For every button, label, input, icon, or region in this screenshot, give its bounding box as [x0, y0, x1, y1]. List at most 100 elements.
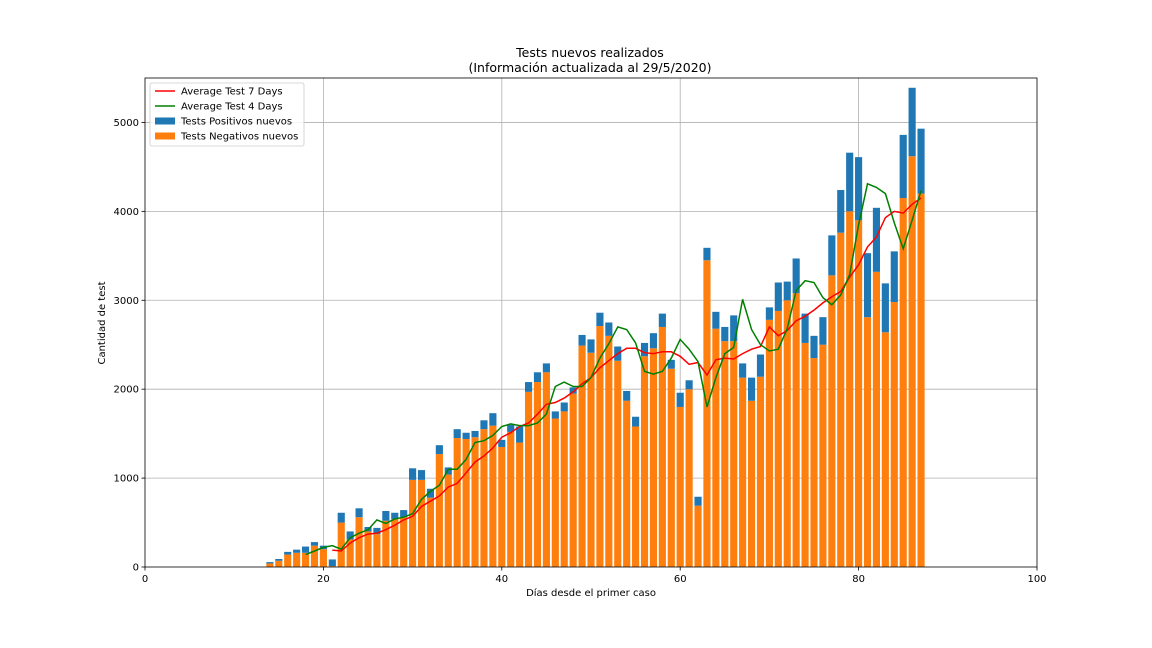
bar-negativos [658, 326, 666, 567]
bar-positivos [712, 311, 720, 329]
bar-positivos [471, 430, 479, 438]
bar-negativos [730, 341, 738, 567]
y-axis-label: Cantidad de test [97, 281, 108, 364]
y-tick-label: 3000 [114, 296, 139, 307]
bar-negativos [694, 505, 702, 567]
x-axis-label: Días desde el primer caso [526, 587, 656, 599]
y-tick-label: 2000 [114, 385, 139, 396]
bar-positivos [346, 531, 354, 540]
bar-positivos [694, 496, 702, 506]
bar-positivos [801, 313, 809, 343]
legend-box [149, 82, 305, 147]
bar-negativos [747, 400, 756, 567]
chart-subtitle: (Información actualizada al 29/5/2020) [468, 60, 711, 75]
bar-negativos [837, 232, 845, 567]
bar-negativos [703, 260, 711, 567]
bar-negativos [301, 552, 310, 567]
bar-positivos [444, 467, 452, 475]
bar-positivos [587, 339, 595, 353]
bar-positivos [855, 157, 863, 221]
bar-negativos [542, 372, 550, 567]
bar-positivos [551, 411, 559, 419]
bar-negativos [569, 393, 577, 567]
line-avg4 [305, 182, 922, 556]
x-tick-label: 60 [674, 574, 687, 585]
bar-positivos [730, 315, 738, 342]
bar-negativos [391, 518, 399, 567]
bar-negativos [382, 520, 390, 567]
bar-positivos [391, 512, 399, 519]
bar-negativos [551, 418, 559, 567]
bar-positivos [293, 549, 301, 553]
bars [266, 87, 925, 568]
bar-positivos [382, 510, 390, 521]
bar-negativos [890, 302, 898, 567]
bar-positivos [569, 387, 577, 394]
legend-swatch-positivos [155, 117, 175, 125]
bar-negativos [266, 563, 274, 567]
bar-negativos [516, 442, 524, 567]
bar-positivos [426, 488, 435, 498]
bar-negativos [605, 335, 613, 567]
bar-positivos [301, 546, 310, 553]
bar-negativos [400, 517, 408, 567]
bar-negativos [765, 319, 773, 567]
bar-positivos [632, 416, 640, 427]
bar-negativos [667, 368, 675, 567]
bar-negativos [801, 342, 809, 567]
bar-positivos [516, 426, 524, 443]
bar-positivos [685, 380, 693, 390]
x-tick-label: 80 [852, 574, 865, 585]
bar-positivos [890, 251, 898, 303]
chart-title: Tests nuevos realizados [515, 45, 664, 60]
bar-negativos [846, 211, 854, 567]
bar-negativos [596, 326, 604, 567]
bar-positivos [266, 562, 274, 564]
bar-negativos [533, 382, 542, 567]
legend: Average Test 7 Days Average Test 4 Days Te… [149, 82, 305, 147]
bar-negativos [480, 429, 488, 567]
bar-positivos [480, 420, 488, 430]
x-tick-label: 40 [495, 574, 508, 585]
bar-positivos [533, 372, 542, 383]
bar-positivos [435, 445, 443, 455]
bar-negativos [284, 554, 292, 567]
bar-negativos [293, 552, 301, 567]
bar-negativos [756, 376, 765, 567]
bar-positivos [658, 313, 666, 327]
bar-positivos [846, 152, 854, 212]
bar-positivos [507, 424, 515, 432]
bar-negativos [739, 377, 747, 567]
bar-positivos [524, 382, 533, 392]
bar-negativos [426, 497, 435, 567]
x-tick-label: 100 [1027, 574, 1046, 585]
bar-positivos [417, 470, 426, 480]
bar-negativos [908, 156, 916, 568]
legend-label-positivos: Tests Positivos nuevos [180, 117, 292, 128]
bar-positivos [792, 258, 800, 294]
bar-positivos [275, 558, 283, 561]
bar-positivos [453, 429, 461, 439]
bar-positivos [756, 354, 765, 377]
bar-positivos [489, 413, 497, 426]
bar-positivos [667, 359, 675, 369]
bar-positivos [498, 439, 506, 447]
bar-negativos [275, 560, 283, 567]
bar-negativos [337, 522, 345, 567]
bar-positivos [908, 87, 916, 157]
bar-negativos [489, 425, 497, 567]
bar-positivos [837, 190, 845, 233]
lines [305, 182, 922, 556]
bar-positivos [400, 510, 408, 518]
bar-negativos [623, 400, 631, 567]
bar-positivos [676, 392, 684, 407]
bar-positivos [462, 432, 470, 439]
bar-positivos [649, 333, 658, 349]
bar-negativos [819, 344, 827, 567]
bar-negativos [310, 545, 319, 567]
bar-negativos [899, 198, 907, 567]
bar-positivos [337, 512, 345, 523]
bar-positivos [917, 128, 925, 194]
